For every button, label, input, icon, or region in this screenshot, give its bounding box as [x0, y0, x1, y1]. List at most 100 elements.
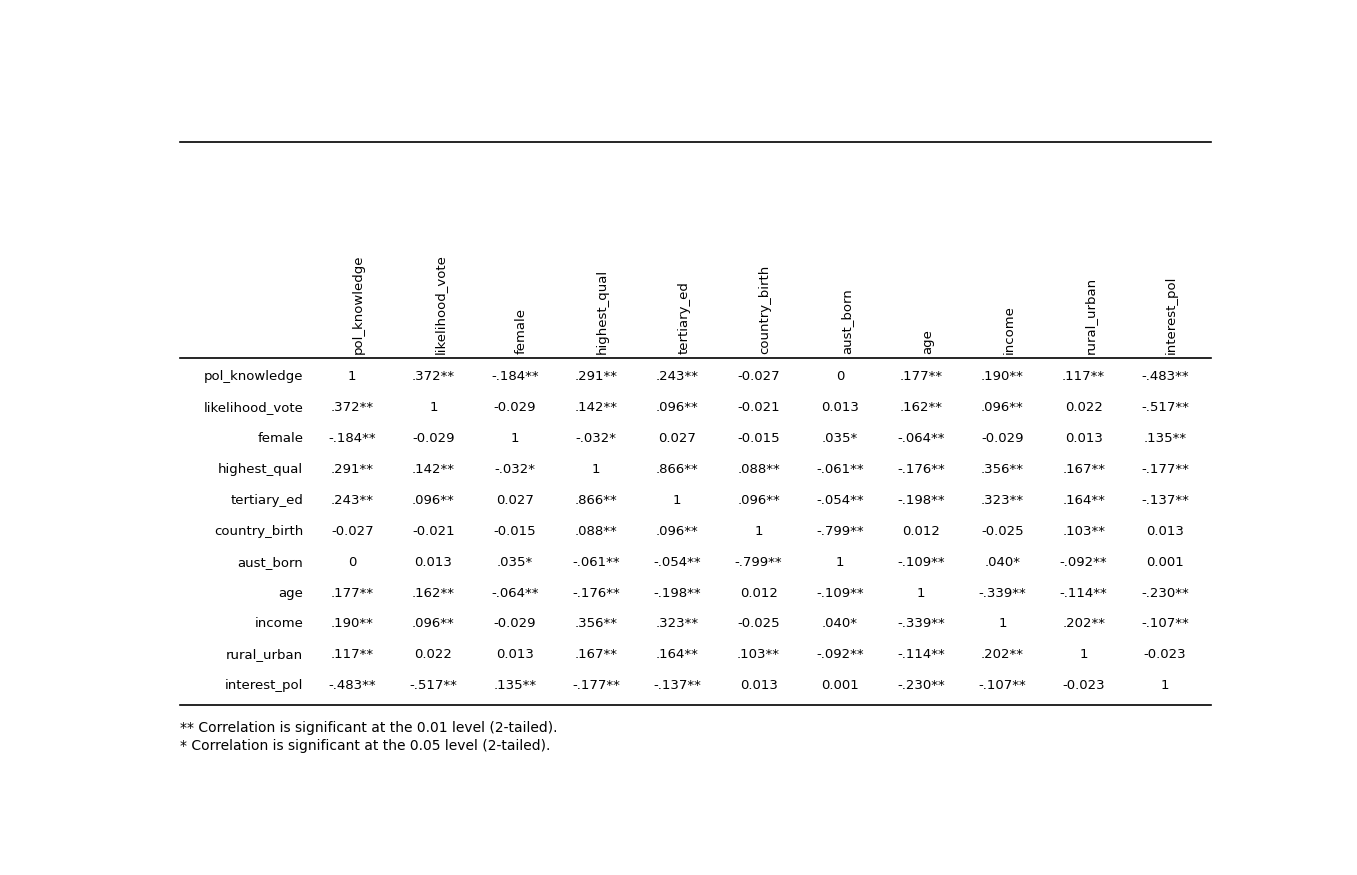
- Text: .202**: .202**: [1063, 618, 1105, 631]
- Text: income: income: [254, 618, 303, 631]
- Text: .142**: .142**: [413, 463, 455, 476]
- Text: .866**: .866**: [655, 463, 699, 476]
- Text: .040*: .040*: [822, 618, 858, 631]
- Text: -.483**: -.483**: [1141, 370, 1189, 383]
- Text: -.109**: -.109**: [816, 586, 863, 599]
- Text: -.184**: -.184**: [491, 370, 539, 383]
- Text: .040*: .040*: [984, 556, 1020, 569]
- Text: .162**: .162**: [900, 401, 943, 414]
- Text: 1: 1: [347, 370, 357, 383]
- Text: .167**: .167**: [1063, 463, 1105, 476]
- Text: aust_born: aust_born: [840, 289, 852, 354]
- Text: tertiary_ed: tertiary_ed: [231, 493, 303, 507]
- Text: -.107**: -.107**: [978, 679, 1026, 692]
- Text: 0.012: 0.012: [902, 525, 940, 537]
- Text: 0.012: 0.012: [740, 586, 778, 599]
- Text: -.054**: -.054**: [654, 556, 702, 569]
- Text: -.114**: -.114**: [1060, 586, 1107, 599]
- Text: -0.029: -0.029: [494, 401, 536, 414]
- Text: .202**: .202**: [981, 648, 1025, 662]
- Text: -.198**: -.198**: [654, 586, 702, 599]
- Text: .356**: .356**: [574, 618, 617, 631]
- Text: .291**: .291**: [331, 463, 373, 476]
- Text: .177**: .177**: [900, 370, 943, 383]
- Text: -.109**: -.109**: [897, 556, 944, 569]
- Text: -0.015: -0.015: [494, 525, 536, 537]
- Text: pol_knowledge: pol_knowledge: [353, 255, 365, 354]
- Text: -.230**: -.230**: [897, 679, 944, 692]
- Text: -0.015: -0.015: [737, 432, 780, 444]
- Text: -0.025: -0.025: [737, 618, 780, 631]
- Text: 1: 1: [917, 586, 925, 599]
- Text: .096**: .096**: [655, 401, 699, 414]
- Text: .164**: .164**: [1063, 493, 1105, 507]
- Text: age: age: [278, 586, 303, 599]
- Text: -.177**: -.177**: [1141, 463, 1189, 476]
- Text: 0.013: 0.013: [821, 401, 859, 414]
- Text: .096**: .096**: [655, 525, 699, 537]
- Text: aust_born: aust_born: [237, 556, 303, 569]
- Text: -.032*: -.032*: [575, 432, 616, 444]
- Text: highest_qual: highest_qual: [218, 463, 303, 476]
- Text: pol_knowledge: pol_knowledge: [204, 370, 303, 383]
- Text: rural_urban: rural_urban: [1084, 277, 1096, 354]
- Text: -.184**: -.184**: [328, 432, 376, 444]
- Text: .243**: .243**: [331, 493, 373, 507]
- Text: .162**: .162**: [413, 586, 455, 599]
- Text: .167**: .167**: [574, 648, 617, 662]
- Text: 1: 1: [999, 618, 1007, 631]
- Text: -.061**: -.061**: [573, 556, 620, 569]
- Text: country_birth: country_birth: [214, 525, 303, 537]
- Text: -.032*: -.032*: [494, 463, 535, 476]
- Text: .117**: .117**: [1063, 370, 1105, 383]
- Text: .164**: .164**: [655, 648, 699, 662]
- Text: -0.029: -0.029: [413, 432, 455, 444]
- Text: 0: 0: [836, 370, 844, 383]
- Text: .142**: .142**: [574, 401, 617, 414]
- Text: -.054**: -.054**: [816, 493, 863, 507]
- Text: likelihood_vote: likelihood_vote: [433, 255, 446, 354]
- Text: -.339**: -.339**: [897, 618, 944, 631]
- Text: .088**: .088**: [737, 463, 780, 476]
- Text: country_birth: country_birth: [759, 265, 772, 354]
- Text: 0.001: 0.001: [821, 679, 859, 692]
- Text: -0.027: -0.027: [737, 370, 780, 383]
- Text: 0.013: 0.013: [414, 556, 452, 569]
- Text: -.176**: -.176**: [573, 586, 620, 599]
- Text: -.339**: -.339**: [978, 586, 1026, 599]
- Text: -.114**: -.114**: [897, 648, 944, 662]
- Text: .135**: .135**: [1144, 432, 1186, 444]
- Text: -0.029: -0.029: [981, 432, 1023, 444]
- Text: 0.013: 0.013: [495, 648, 533, 662]
- Text: 0.027: 0.027: [495, 493, 533, 507]
- Text: -0.025: -0.025: [981, 525, 1023, 537]
- Text: 1: 1: [1160, 679, 1170, 692]
- Text: female: female: [514, 308, 528, 354]
- Text: 1: 1: [836, 556, 844, 569]
- Text: .372**: .372**: [413, 370, 455, 383]
- Text: -.517**: -.517**: [410, 679, 457, 692]
- Text: -.177**: -.177**: [573, 679, 620, 692]
- Text: .190**: .190**: [331, 618, 373, 631]
- Text: 0.013: 0.013: [740, 679, 778, 692]
- Text: female: female: [258, 432, 303, 444]
- Text: 0.027: 0.027: [658, 432, 696, 444]
- Text: rural_urban: rural_urban: [227, 648, 303, 662]
- Text: .035*: .035*: [497, 556, 533, 569]
- Text: -.799**: -.799**: [816, 525, 863, 537]
- Text: -.061**: -.061**: [816, 463, 863, 476]
- Text: interest_pol: interest_pol: [225, 679, 303, 692]
- Text: -.230**: -.230**: [1141, 586, 1189, 599]
- Text: 1: 1: [673, 493, 681, 507]
- Text: .096**: .096**: [413, 618, 455, 631]
- Text: -.198**: -.198**: [897, 493, 944, 507]
- Text: interest_pol: interest_pol: [1164, 276, 1178, 354]
- Text: .190**: .190**: [981, 370, 1023, 383]
- Text: 0.001: 0.001: [1147, 556, 1183, 569]
- Text: -0.021: -0.021: [737, 401, 780, 414]
- Text: -.107**: -.107**: [1141, 618, 1189, 631]
- Text: .103**: .103**: [737, 648, 780, 662]
- Text: .103**: .103**: [1063, 525, 1105, 537]
- Text: -.064**: -.064**: [491, 586, 539, 599]
- Text: .096**: .096**: [737, 493, 780, 507]
